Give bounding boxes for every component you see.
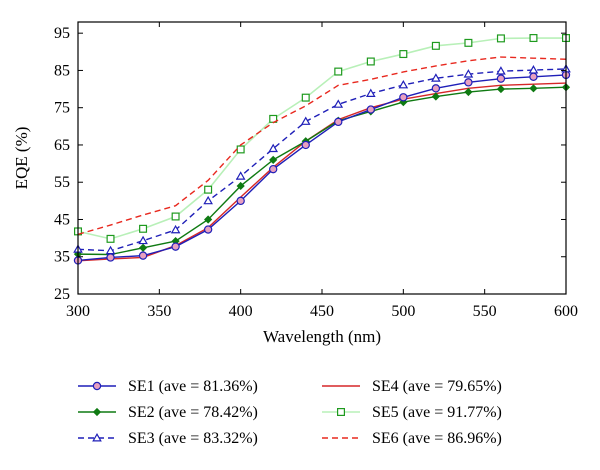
data-point [105,245,116,255]
legend-marker [92,407,102,417]
data-point [301,93,310,102]
series-line [77,68,567,252]
data-point [236,181,245,191]
series-6 [77,56,567,236]
data-point [529,72,538,81]
axes: 300 350 400 450 500 550 600 25 35 45 55 65 75 85 95 [54,22,578,320]
data-point [204,185,213,194]
y-tick-label: 55 [54,174,70,191]
x-tick-label: 450 [310,303,334,320]
data-point [106,234,115,243]
legend-label: SE2 (ave = 78.42%) [128,404,258,421]
legend-marker [92,432,102,442]
legend-label: SE5 (ave = 91.77%) [372,404,502,421]
data-point [301,140,310,150]
data-point [496,34,505,43]
data-point [300,116,311,125]
data-point [138,243,148,252]
y-tick-label: 25 [54,286,70,303]
data-point [269,164,278,174]
data-point [399,50,408,59]
data-point [334,67,343,76]
data-point [334,117,343,127]
data-point [139,224,148,233]
legend-item: SE3 (ave = 83.32%) [78,430,258,447]
x-axis-label: Wavelength (nm) [263,327,381,346]
data-point [106,253,115,262]
data-point [333,99,344,108]
plot-area [73,34,571,265]
series-line [77,82,567,262]
legend-marker [337,408,346,417]
series-2 [73,83,571,259]
data-point [365,88,376,97]
series-line [77,86,567,256]
data-point [203,195,213,205]
data-point [529,34,538,43]
series-3 [73,63,571,255]
y-tick-label: 95 [54,25,70,42]
data-point [464,78,473,87]
data-point [269,155,278,164]
data-point [431,41,440,50]
data-point [366,105,375,114]
x-tick-label: 550 [473,303,497,320]
data-point [204,215,213,224]
legend-marker [92,381,102,391]
legend-item: SE4 (ave = 79.65%) [322,378,502,395]
data-point [235,171,246,180]
series-5 [73,34,570,243]
legend-label: SE6 (ave = 86.96%) [372,430,502,447]
y-axis-label: EQE (%) [12,127,31,190]
data-point [171,242,180,251]
legend-item: SE1 (ave = 81.36%) [78,378,258,395]
x-tick-label: 600 [554,303,578,320]
data-point [431,92,440,101]
data-point [398,79,409,89]
data-point [366,57,375,66]
data-point [496,66,506,75]
series-1 [73,70,571,265]
x-tick-label: 400 [229,303,253,320]
x-tick-label: 350 [147,303,171,320]
x-tick-label: 500 [391,303,415,320]
data-point [528,65,539,74]
y-tick-label: 75 [54,100,70,117]
data-point [431,84,441,93]
y-tick-label: 85 [54,62,70,79]
data-point [529,84,538,93]
series-line [77,56,567,236]
series-line [77,37,566,240]
y-tick-label: 65 [54,137,70,154]
data-point [138,251,148,260]
data-point [138,235,148,245]
data-point [431,73,441,82]
legend-item: SE5 (ave = 91.77%) [322,404,502,421]
legend-item: SE6 (ave = 86.96%) [322,430,502,447]
legend-label: SE3 (ave = 83.32%) [128,430,258,447]
legend: SE1 (ave = 81.36%) SE2 (ave = 78.42%) SE3 … [78,378,502,447]
data-point [464,38,473,47]
data-point [203,225,213,234]
data-point [464,87,473,97]
data-point [236,145,245,154]
series-line [77,74,567,262]
data-point [496,74,506,83]
data-point [236,196,245,206]
y-tick-label: 45 [54,211,70,228]
data-point [170,224,181,234]
data-point [496,84,506,94]
series-4 [77,82,567,262]
data-point [171,212,180,221]
data-point [268,143,279,153]
x-tick-label: 300 [66,303,90,320]
legend-item: SE2 (ave = 78.42%) [78,404,258,421]
legend-label: SE1 (ave = 81.36%) [128,378,258,395]
y-tick-label: 35 [54,249,70,266]
data-point [399,93,408,102]
data-point [463,69,474,78]
legend-label: SE4 (ave = 79.65%) [372,378,502,395]
